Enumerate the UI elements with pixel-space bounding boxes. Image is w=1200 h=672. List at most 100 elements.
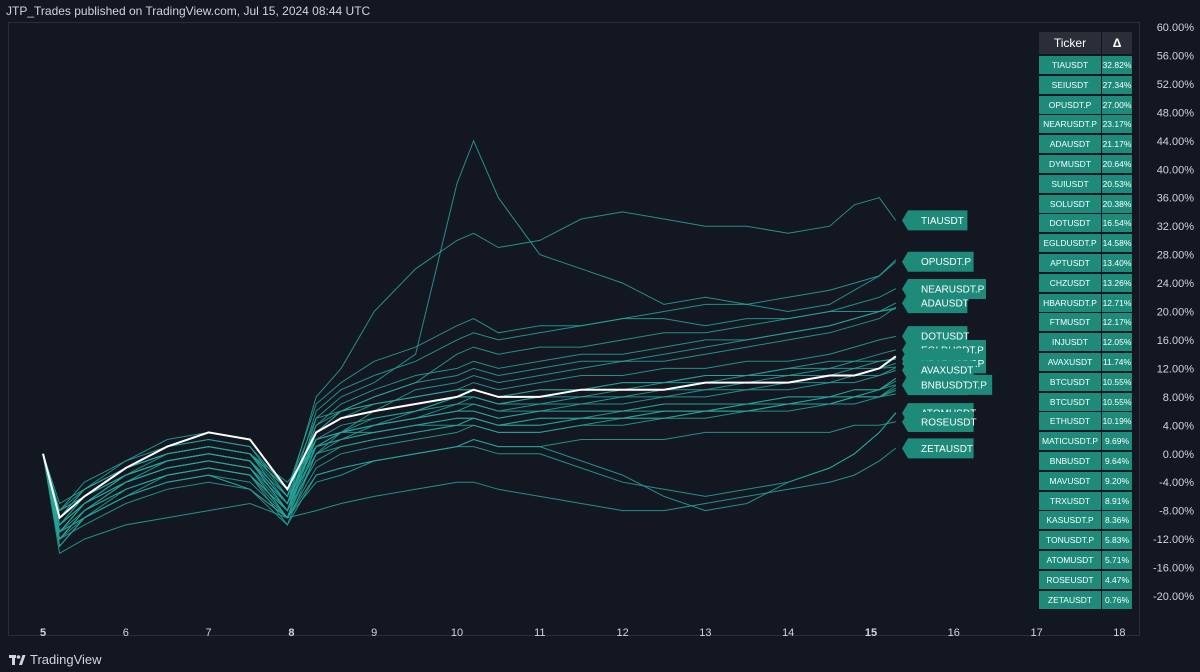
- y-tick-label: 48.00%: [1157, 107, 1195, 119]
- average-line: [42, 355, 897, 520]
- delta-cell: 21.17%: [1102, 135, 1132, 154]
- series-tag: BNBUSDT: [902, 375, 969, 396]
- ticker-cell: ZETAUSDT: [1039, 590, 1101, 609]
- delta-cell: 0.76%: [1102, 590, 1132, 609]
- series-line: [42, 380, 897, 519]
- table-row: INJUSDT 12.05%: [1039, 333, 1132, 352]
- x-tick-label: 9: [371, 627, 377, 639]
- table-row: ZETAUSDT 0.76%: [1039, 590, 1132, 609]
- series-tag-box: [902, 438, 974, 459]
- ticker-cell: FTMUSDT: [1039, 313, 1101, 332]
- table-row: NEARUSDT.P 23.17%: [1039, 115, 1132, 134]
- y-tick-label: 40.00%: [1157, 164, 1195, 176]
- ticker-cell: EGLDUSDT.P: [1039, 234, 1101, 253]
- tradingview-brand[interactable]: TradingView: [30, 652, 102, 667]
- delta-cell: 16.54%: [1102, 214, 1132, 233]
- delta-cell: 5.83%: [1102, 531, 1132, 550]
- series-tag-label: ADAUSDT: [921, 299, 969, 310]
- chart-frame: [8, 22, 1140, 636]
- series-tag: ADAUSDT: [902, 293, 969, 314]
- series-tag-label: NEARUSDT.P: [921, 284, 985, 295]
- series-tag: OPUSDT.P: [902, 251, 974, 272]
- table-row: TRXUSDT 8.91%: [1039, 491, 1132, 510]
- series-tag-box: [902, 210, 968, 231]
- table-row: MAVUSDT 9.20%: [1039, 471, 1132, 490]
- delta-cell: 11.74%: [1102, 352, 1132, 371]
- delta-cell: 12.71%: [1102, 293, 1132, 312]
- ticker-cell: BNBUSDT: [1039, 451, 1101, 470]
- table-row: TONUSDT.P 5.83%: [1039, 531, 1132, 550]
- ticker-cell: DOTUSDT: [1039, 214, 1101, 233]
- x-tick-label: 17: [1030, 627, 1042, 639]
- ticker-cell: NEARUSDT.P: [1039, 115, 1101, 134]
- y-tick-label: 4.00%: [1163, 420, 1194, 432]
- ticker-cell: SOLUSDT: [1039, 194, 1101, 213]
- delta-cell: 10.55%: [1102, 372, 1132, 391]
- series-line: [42, 335, 896, 526]
- table-row: FTMUSDT 12.17%: [1039, 313, 1132, 332]
- series-line: [42, 384, 896, 533]
- ticker-cell: TRXUSDT: [1039, 491, 1101, 510]
- x-tick-label: 7: [206, 627, 212, 639]
- x-tick-label: 13: [699, 627, 711, 639]
- delta-cell: 27.00%: [1102, 95, 1132, 114]
- series-tag-label: DOTUSDT: [921, 332, 969, 343]
- delta-cell: 12.17%: [1102, 313, 1132, 332]
- delta-cell: 10.19%: [1102, 412, 1132, 431]
- x-tick-label: 6: [123, 627, 129, 639]
- y-tick-label: 56.00%: [1157, 50, 1195, 62]
- delta-cell: 27.34%: [1102, 75, 1132, 94]
- series-tag-label: ZETAUSDT: [921, 444, 973, 455]
- delta-cell: 14.58%: [1102, 234, 1132, 253]
- table-body: TIAUSDT 32.82% SEIUSDT 27.34% OPUSDT.P 27.00%…: [1039, 56, 1132, 609]
- table-row: BNBUSDT 9.64%: [1039, 451, 1132, 470]
- series-line: [42, 197, 897, 519]
- table-row: KASUSDT.P 8.36%: [1039, 511, 1132, 530]
- x-axis: 5 6 7 8 9 10 11 12 13 14 15 16 17 18: [40, 627, 1126, 639]
- y-tick-label: -16.00%: [1153, 563, 1194, 575]
- tradingview-logo-icon[interactable]: [8, 651, 26, 669]
- y-tick-label: 24.00%: [1157, 278, 1195, 290]
- series-tag-label: TIAUSDT: [921, 216, 964, 227]
- x-tick-label: 11: [534, 627, 545, 639]
- ticker-cell: HBARUSDT.P: [1039, 293, 1101, 312]
- delta-cell: 9.69%: [1102, 432, 1132, 451]
- ticker-cell: INJUSDT: [1039, 333, 1101, 352]
- footer: [0, 648, 1200, 672]
- series-labels: TIAUSDTOPUSDT.PNEARUSDT.PADAUSDTDOTUSDTE…: [902, 210, 993, 459]
- series-tag-box: [902, 251, 974, 272]
- table-row: CHZUSDT 13.26%: [1039, 273, 1132, 292]
- x-tick-label: 14: [782, 627, 794, 639]
- series-line: [42, 389, 896, 505]
- ticker-cell: CHZUSDT: [1039, 273, 1101, 292]
- y-tick-label: 28.00%: [1157, 250, 1195, 262]
- ticker-cell: ADAUSDT: [1039, 135, 1101, 154]
- ticker-cell: APTUSDT: [1039, 253, 1101, 272]
- delta-cell: 8.36%: [1102, 511, 1132, 530]
- y-tick-label: 52.00%: [1157, 79, 1195, 91]
- table-row: ADAUSDT 21.17%: [1039, 135, 1132, 154]
- series-tag-box: [902, 375, 968, 396]
- y-tick-label: 16.00%: [1157, 335, 1195, 347]
- delta-cell: 20.38%: [1102, 194, 1132, 213]
- series-tag-box: [902, 411, 974, 432]
- delta-cell: 9.64%: [1102, 451, 1132, 470]
- y-tick-label: 44.00%: [1157, 136, 1195, 148]
- series-line: [42, 288, 897, 541]
- table-row: DOTUSDT 16.54%: [1039, 214, 1132, 233]
- ticker-cell: MAVUSDT: [1039, 471, 1101, 490]
- delta-cell: 13.26%: [1102, 273, 1132, 292]
- series-tag-label: ROSEUSDT: [921, 417, 977, 428]
- delta-cell: 13.40%: [1102, 253, 1132, 272]
- series-line: [42, 366, 896, 548]
- delta-cell: 32.82%: [1102, 56, 1132, 74]
- table-row: DYMUSDT 20.64%: [1039, 154, 1132, 173]
- series-line: [42, 370, 896, 526]
- table-row: HBARUSDT.P 12.71%: [1039, 293, 1132, 312]
- series-tag-label: AVAXUSDT: [921, 366, 973, 377]
- y-tick-label: -20.00%: [1153, 591, 1194, 603]
- x-tick-label: 18: [1113, 627, 1125, 639]
- table-row: BTCUSDT 10.55%: [1039, 392, 1132, 411]
- ticker-cell: ROSEUSDT: [1039, 570, 1101, 589]
- x-tick-label: 8: [288, 627, 294, 639]
